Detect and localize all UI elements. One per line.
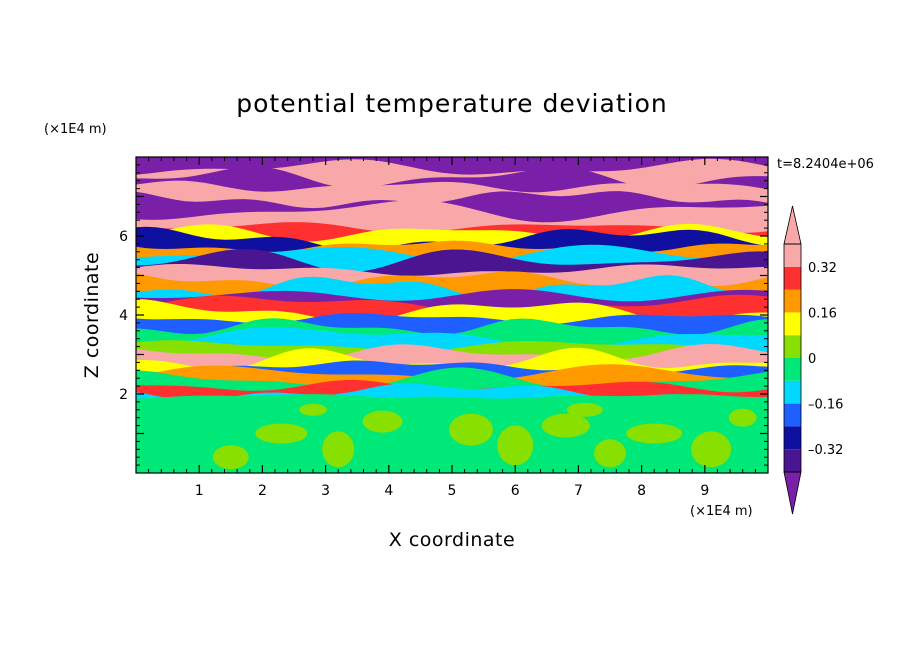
- colorbar-swatch: [784, 358, 801, 381]
- colorbar-tick-label: 0: [808, 352, 816, 367]
- colorbar-swatch: [784, 449, 801, 472]
- y-axis: 2 4 6: [119, 164, 768, 466]
- x-axis: 1 2 3 4 5 6 7 8 9: [148, 157, 756, 499]
- colorbar: 0.32 0.16 0 –0.16 –0.32: [783, 205, 843, 515]
- colorbar-tick-label: 0.32: [808, 261, 837, 276]
- eddy-patch: [212, 445, 249, 470]
- x-tick-label: 2: [258, 483, 267, 499]
- colorbar-tick-label: –0.32: [808, 443, 843, 458]
- eddy-patch: [322, 431, 355, 468]
- eddy-patch: [396, 439, 457, 468]
- eddy-patch: [497, 425, 534, 466]
- x-axis-label: X coordinate: [389, 529, 515, 551]
- x-tick-label: 4: [384, 483, 393, 499]
- eddy-patch: [626, 423, 683, 444]
- eddy-patch: [299, 403, 327, 416]
- colorbar-tick-label: –0.16: [808, 398, 843, 413]
- plot-area: [136, 157, 768, 473]
- colorbar-swatch: [784, 335, 801, 358]
- eddy-patch: [255, 423, 308, 444]
- chart-title: potential temperature deviation: [236, 89, 667, 118]
- z-axis-unit: (×1E4 m): [44, 122, 107, 137]
- colorbar-swatch: [784, 244, 801, 267]
- timestamp-label: t=8.2404e+06: [777, 157, 874, 172]
- eddy-patch: [164, 436, 209, 455]
- eddy-patch: [541, 413, 590, 438]
- colorbar-swatch: [784, 380, 801, 404]
- colorbar-swatch: [784, 426, 801, 450]
- colorbar-tick-label: 0.16: [808, 306, 837, 321]
- x-axis-unit: (×1E4 m): [690, 504, 753, 519]
- lower-eddies: [164, 402, 757, 470]
- x-tick-label: 5: [448, 483, 457, 499]
- x-tick-label: 7: [574, 483, 583, 499]
- eddy-patch: [691, 431, 732, 468]
- colorbar-extend-bottom: [783, 471, 802, 515]
- x-tick-label: 9: [700, 483, 709, 499]
- x-tick-label: 8: [637, 483, 646, 499]
- eddy-patch: [362, 410, 403, 433]
- y-tick-label: 4: [119, 308, 128, 324]
- colorbar-swatch: [784, 312, 801, 336]
- y-tick-label: 2: [119, 387, 128, 403]
- eddy-patch: [728, 408, 757, 427]
- colorbar-swatch: [784, 403, 801, 427]
- eddy-patch: [594, 439, 626, 468]
- eddy-patch: [566, 402, 603, 417]
- x-tick-label: 1: [195, 483, 204, 499]
- x-tick-label: 3: [321, 483, 330, 499]
- colorbar-swatch: [784, 266, 801, 290]
- colorbar-frame: [783, 243, 802, 473]
- colorbar-swatch: [784, 289, 801, 313]
- colorbar-extend-top: [783, 205, 802, 245]
- y-tick-label: 6: [119, 229, 128, 245]
- eddy-patch: [449, 413, 493, 446]
- y-axis-label: Z coordinate: [81, 252, 103, 378]
- x-tick-label: 6: [511, 483, 520, 499]
